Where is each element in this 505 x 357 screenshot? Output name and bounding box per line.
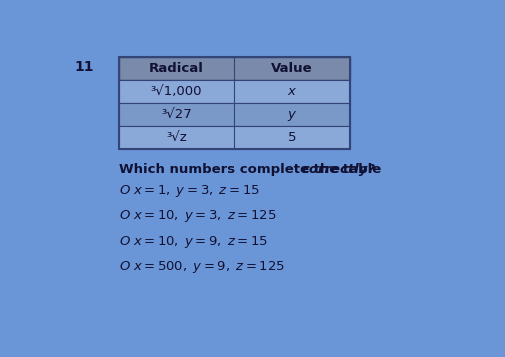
Text: x: x [288,85,296,98]
Text: Which numbers complete the table: Which numbers complete the table [119,163,386,176]
Text: Value: Value [271,62,313,75]
Text: Radical: Radical [149,62,204,75]
Text: y: y [288,108,296,121]
Text: $O\;x = 10,\;y = 3,\;z = 125$: $O\;x = 10,\;y = 3,\;z = 125$ [119,208,277,225]
Text: 5: 5 [287,131,296,144]
Text: $O\;x = 500,\;y = 9,\;z = 125$: $O\;x = 500,\;y = 9,\;z = 125$ [119,259,285,275]
Bar [119,103,350,126]
Bar [119,80,350,103]
Bar [119,57,350,149]
Text: $O\;x = 10,\;y = 9,\;z = 15$: $O\;x = 10,\;y = 9,\;z = 15$ [119,234,268,250]
Text: 11: 11 [74,60,93,74]
Text: ³√z: ³√z [166,131,187,144]
Bar [119,57,350,80]
Text: ³√27: ³√27 [161,108,192,121]
Text: $O\;x = 1,\;y = 3,\;z = 15$: $O\;x = 1,\;y = 3,\;z = 15$ [119,183,260,199]
Text: correctly?: correctly? [301,163,375,176]
Text: ³√1,000: ³√1,000 [150,85,202,98]
Bar [119,126,350,149]
